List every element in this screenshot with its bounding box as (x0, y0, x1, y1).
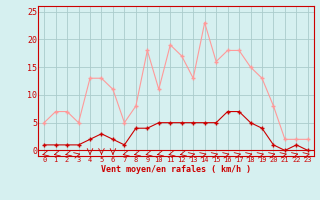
X-axis label: Vent moyen/en rafales ( km/h ): Vent moyen/en rafales ( km/h ) (101, 165, 251, 174)
